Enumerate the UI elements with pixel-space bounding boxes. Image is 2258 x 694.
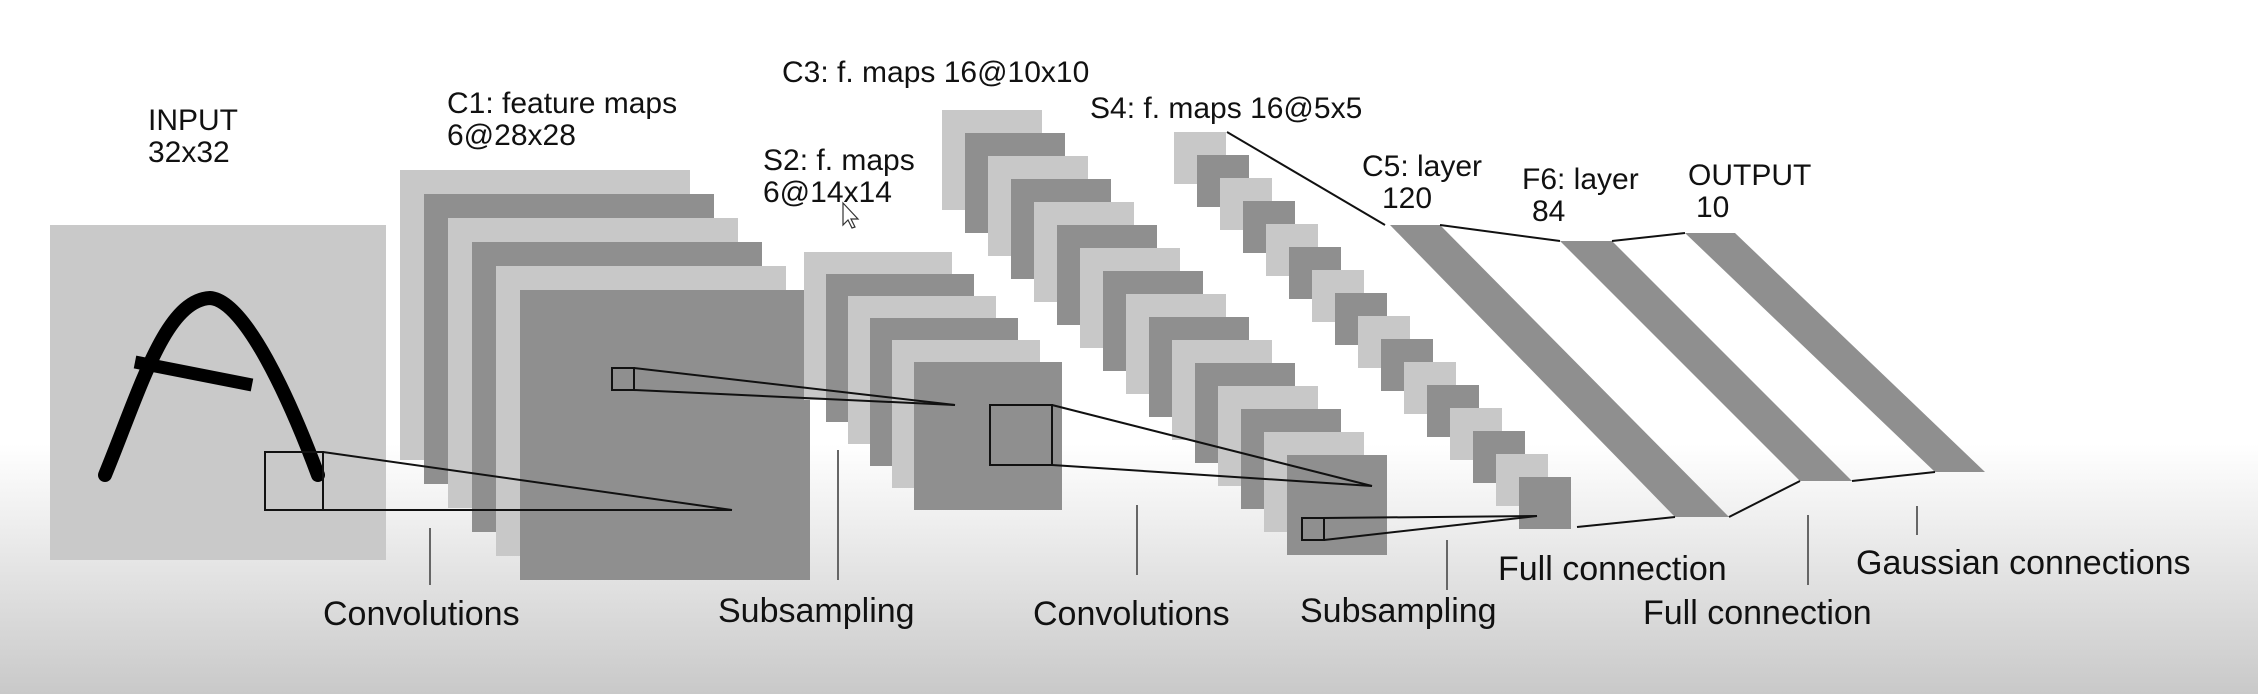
gauss-caption: Gaussian connections (1856, 544, 2191, 582)
s2-size: 6@14x14 (763, 176, 892, 209)
output-layer-band (1685, 233, 1985, 472)
c5-size: 120 (1382, 182, 1432, 215)
c5-title: C5: layer (1362, 150, 1482, 183)
c5-layer-band (1390, 225, 1729, 517)
f6-title: F6: layer (1522, 163, 1639, 196)
output-title: OUTPUT (1688, 159, 1811, 192)
full2-caption: Full connection (1643, 594, 1872, 632)
f6-size: 84 (1532, 195, 1565, 228)
c3-title: C3: f. maps 16@10x10 (782, 56, 1089, 89)
c1-size: 6@28x28 (447, 119, 576, 152)
sub2-caption: Subsampling (1300, 592, 1497, 630)
s4-small-field (1301, 517, 1325, 541)
sub1-caption: Subsampling (718, 592, 915, 630)
caption-ticks (429, 450, 1918, 590)
input-letter-a-crossbar (133, 355, 254, 392)
conv2-caption: Convolutions (1033, 595, 1230, 633)
s2-feature-map-stack (804, 252, 1062, 510)
c1-feature-map-stack (400, 170, 810, 580)
mouse-cursor-icon (842, 201, 860, 229)
c1-map-6 (520, 290, 810, 580)
output-size: 10 (1696, 191, 1729, 224)
connection-lines (322, 131, 1936, 541)
conv1-caption: Convolutions (323, 595, 520, 633)
full1-caption: Full connection (1498, 550, 1727, 588)
input-image (50, 225, 386, 560)
c1-receptive-field (611, 367, 635, 391)
s2-title: S2: f. maps (763, 144, 915, 177)
s2-receptive-field (989, 404, 1053, 466)
f6-layer-band (1560, 241, 1852, 481)
input-size: 32x32 (148, 136, 230, 169)
input-title: INPUT (148, 104, 238, 137)
c1-title: C1: feature maps (447, 87, 677, 120)
s2-map-6 (914, 362, 1062, 510)
input-receptive-field (264, 451, 324, 511)
s4-title: S4: f. maps 16@5x5 (1090, 92, 1362, 125)
input-layer (50, 225, 386, 560)
s4-map-16 (1519, 477, 1571, 529)
input-letter-a (98, 290, 325, 482)
s4-feature-map-stack (1174, 132, 1571, 529)
